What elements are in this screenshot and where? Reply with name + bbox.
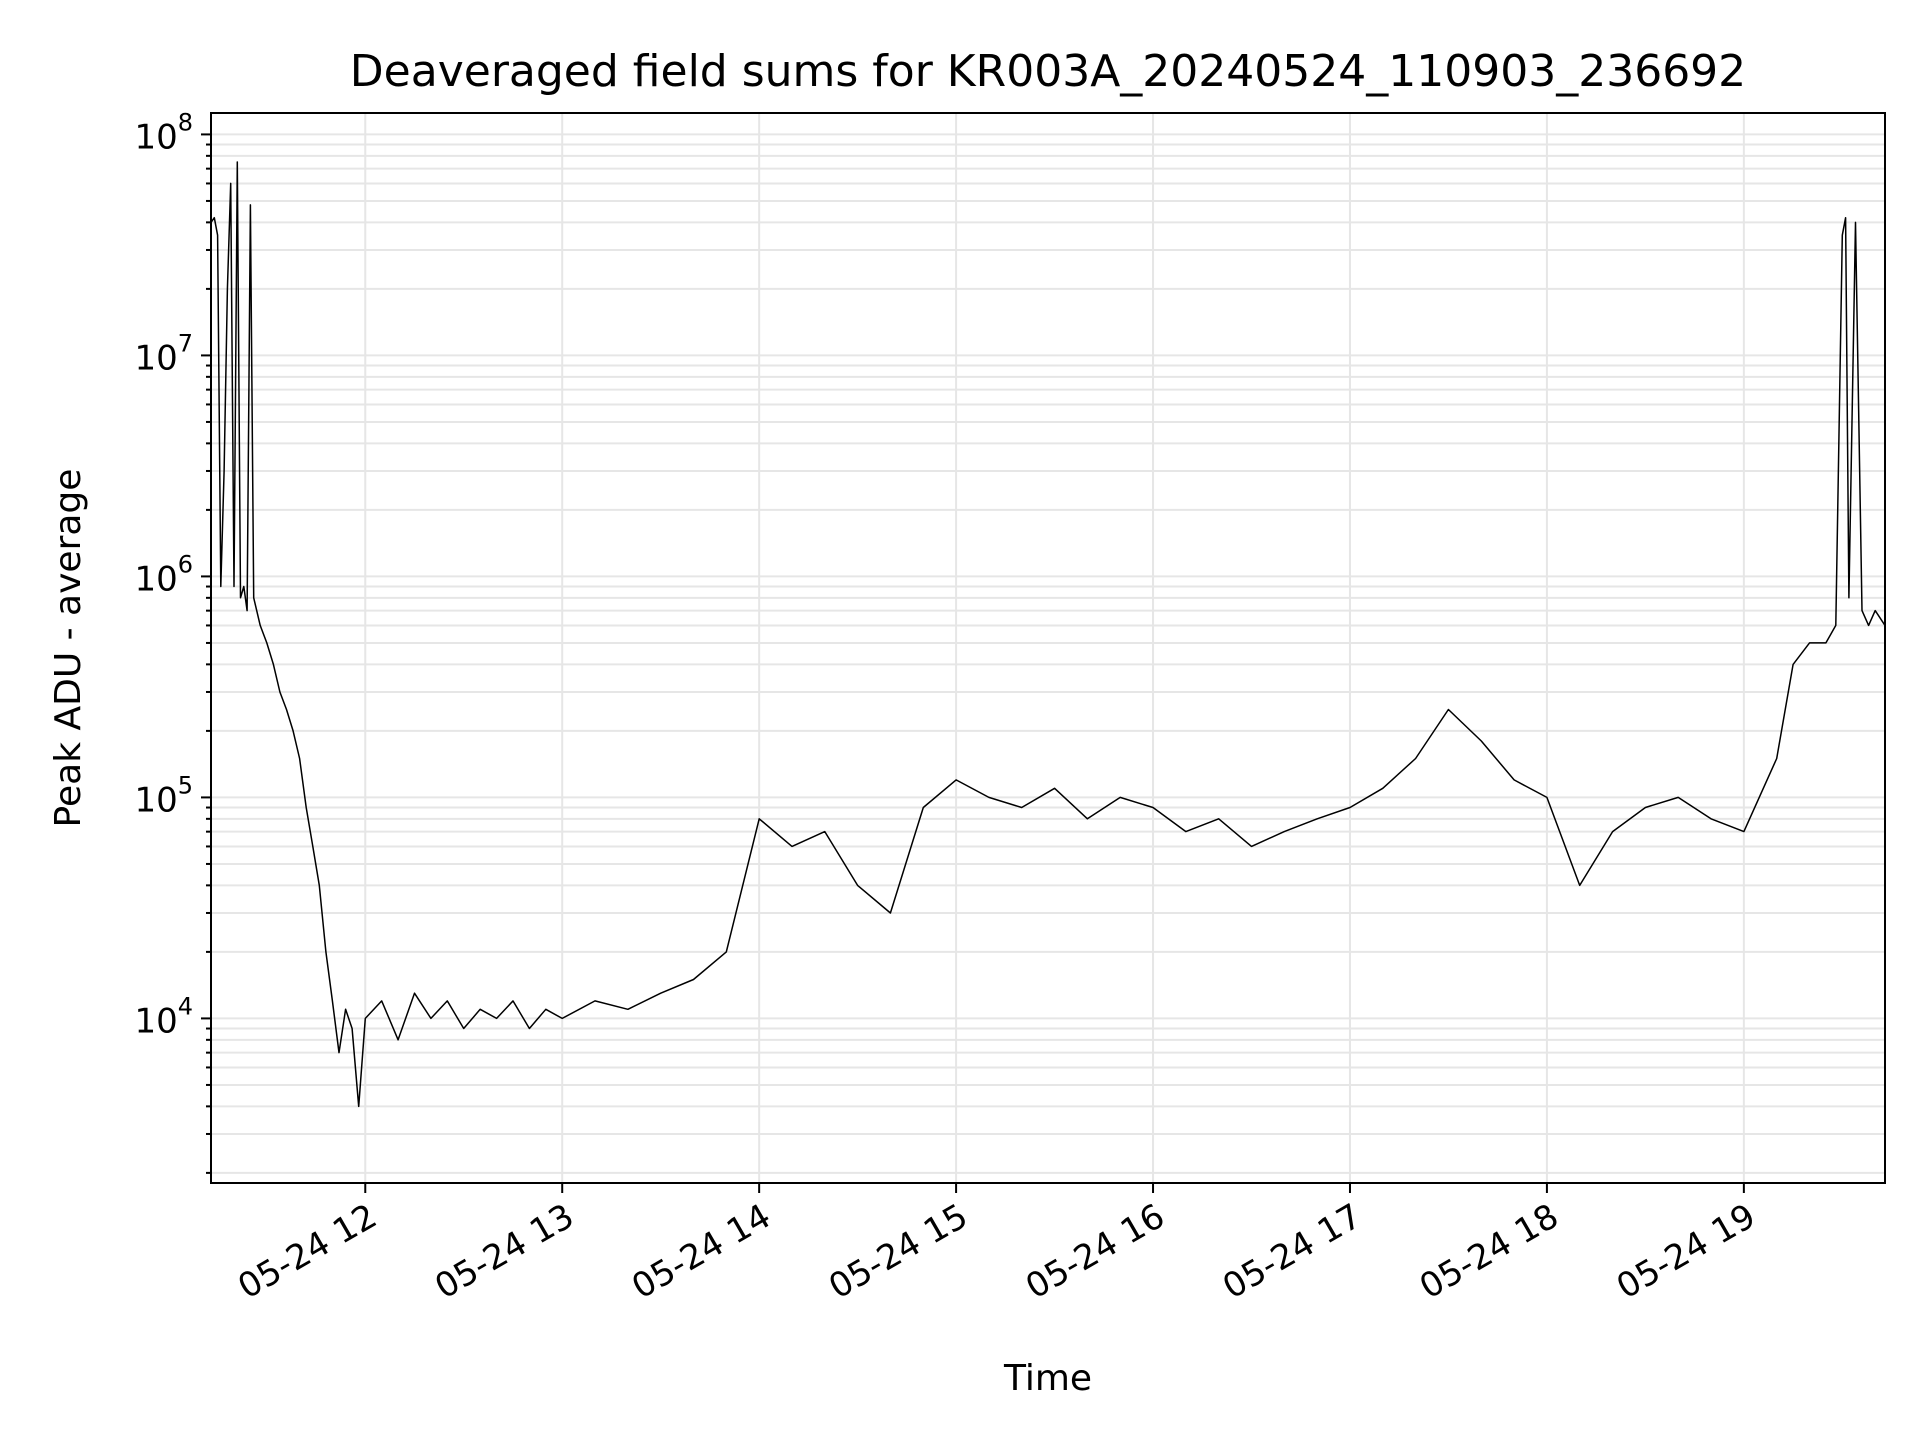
x-tick-label: 05-24 12 bbox=[231, 1196, 383, 1307]
x-tick-label: 05-24 17 bbox=[1216, 1196, 1368, 1307]
y-tick-label: 105 bbox=[134, 771, 193, 820]
y-tick-label: 108 bbox=[134, 108, 193, 157]
series-line bbox=[210, 161, 1886, 1108]
x-tick-label: 05-24 15 bbox=[822, 1196, 974, 1307]
y-tick-label: 106 bbox=[134, 550, 193, 599]
x-tick-label: 05-24 13 bbox=[428, 1196, 580, 1307]
y-tick-label: 104 bbox=[134, 992, 193, 1041]
x-tick-label: 05-24 14 bbox=[625, 1196, 777, 1307]
y-axis-label: Peak ADU - average bbox=[48, 469, 89, 828]
chart-title: Deaveraged field sums for KR003A_2024052… bbox=[350, 46, 1746, 97]
plot-frame bbox=[210, 112, 1886, 1184]
y-tick-label: 107 bbox=[134, 329, 193, 378]
x-tick-label: 05-24 19 bbox=[1610, 1196, 1762, 1307]
x-tick-label: 05-24 16 bbox=[1019, 1196, 1171, 1307]
x-tick-label: 05-24 18 bbox=[1413, 1196, 1565, 1307]
x-axis-label: Time bbox=[1003, 1358, 1092, 1399]
line-layer bbox=[210, 161, 1886, 1108]
x-axis: 05-24 12 05-24 13 05-24 14 05-24 15 05-24 16… bbox=[231, 1183, 1762, 1307]
grid-layer bbox=[211, 113, 1885, 1183]
y-axis: 104 105 106 107 108 bbox=[134, 108, 211, 1174]
